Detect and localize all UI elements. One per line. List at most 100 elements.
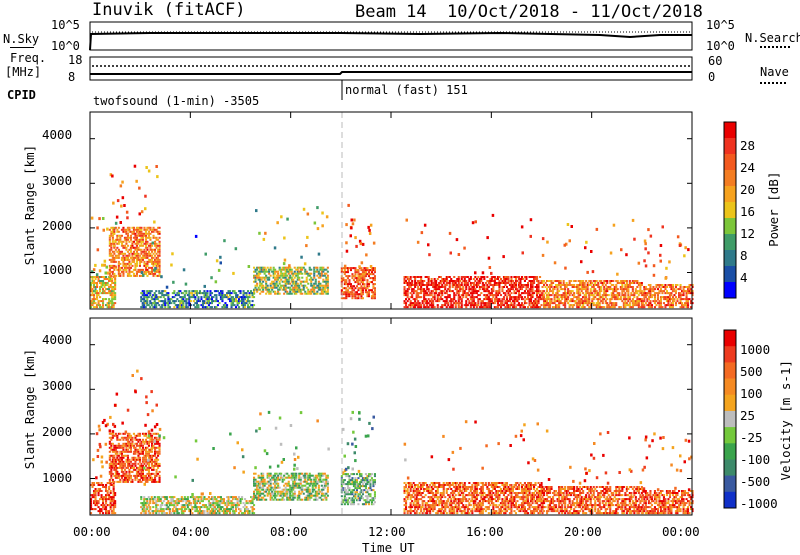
- echo-cell-sparse: [305, 244, 308, 247]
- echo-cell: [131, 255, 133, 257]
- echo-cell-sparse: [105, 424, 108, 427]
- echo-cell: [190, 504, 192, 506]
- echo-cell-sparse: [97, 248, 100, 251]
- echo-cell: [122, 261, 124, 263]
- echo-cell: [651, 306, 653, 308]
- echo-cell: [133, 433, 135, 435]
- echo-cell: [112, 255, 114, 257]
- echo-cell: [169, 510, 171, 512]
- echo-cell: [417, 294, 419, 296]
- echo-cell: [110, 469, 112, 471]
- echo-cell: [606, 280, 608, 282]
- echo-cell: [585, 296, 587, 298]
- echo-cell: [184, 510, 186, 512]
- echo-cell: [173, 504, 175, 506]
- echo-cell: [223, 498, 225, 500]
- echo-cell: [206, 306, 208, 308]
- echo-cell-sparse: [115, 222, 118, 225]
- echo-cell: [655, 304, 657, 306]
- echo-cell: [590, 288, 592, 290]
- echo-cell: [608, 294, 610, 296]
- echo-cell: [109, 239, 111, 241]
- echo-cell-sparse: [584, 246, 587, 249]
- echo-cell: [307, 289, 309, 291]
- echo-cell: [294, 277, 296, 279]
- echo-cell: [318, 271, 320, 273]
- echo-cell-sparse: [542, 254, 545, 257]
- echo-cell: [143, 304, 145, 306]
- echo-cell: [102, 280, 104, 282]
- echo-cell: [471, 294, 473, 296]
- echo-cell: [256, 283, 258, 285]
- echo-cell: [621, 284, 623, 286]
- echo-cell: [446, 300, 448, 302]
- echo-cell: [101, 494, 103, 496]
- echo-cell: [372, 273, 374, 275]
- echo-cell: [374, 269, 376, 271]
- echo-cell: [552, 290, 554, 292]
- echo-cell: [170, 512, 172, 514]
- echo-cell: [134, 461, 136, 463]
- echo-cell: [153, 231, 155, 233]
- echo-cell: [151, 435, 153, 437]
- echo-cell: [156, 475, 158, 477]
- echo-cell: [98, 500, 100, 502]
- echo-cell: [268, 289, 270, 291]
- echo-cell: [527, 286, 529, 288]
- echo-cell: [122, 241, 124, 243]
- echo-cell: [247, 508, 249, 510]
- echo-cell-sparse: [112, 423, 115, 426]
- echo-cell-sparse: [367, 226, 370, 229]
- echo-cell: [327, 287, 329, 289]
- echo-cell: [279, 267, 281, 269]
- echo-cell-sparse: [134, 390, 137, 393]
- echo-cell: [578, 286, 580, 288]
- echo-cell: [538, 288, 540, 290]
- echo-cell: [492, 290, 494, 292]
- echo-cell: [184, 294, 186, 296]
- echo-cell: [139, 479, 141, 481]
- echo-cell: [146, 447, 148, 449]
- echo-cell: [489, 282, 491, 284]
- echo-cell: [108, 304, 110, 306]
- echo-cell: [283, 293, 285, 295]
- echo-cell: [641, 282, 643, 284]
- echo-cell: [262, 291, 264, 293]
- echo-cell: [154, 496, 156, 498]
- echo-cell: [159, 245, 161, 247]
- echo-cell: [304, 285, 306, 287]
- echo-cell: [211, 302, 213, 304]
- echo-cell: [683, 306, 685, 308]
- echo-cell: [479, 282, 481, 284]
- echo-cell: [295, 281, 297, 283]
- echo-cell-sparse: [355, 245, 358, 248]
- echo-cell-sparse: [653, 274, 656, 277]
- echo-cell: [624, 292, 626, 294]
- echo-cell: [151, 271, 153, 273]
- echo-cell: [128, 253, 130, 255]
- echo-cell: [558, 304, 560, 306]
- echo-cell: [92, 486, 94, 488]
- echo-cell: [348, 295, 350, 297]
- echo-cell: [518, 276, 520, 278]
- echo-cell: [542, 282, 544, 284]
- echo-cell: [95, 508, 97, 510]
- echo-cell: [159, 267, 161, 269]
- echo-cell: [468, 286, 470, 288]
- echo-cell-sparse: [490, 272, 493, 275]
- echo-cell: [140, 229, 142, 231]
- echo-cell: [244, 304, 246, 306]
- echo-cell: [146, 294, 148, 296]
- echo-cell: [368, 291, 370, 293]
- echo-cell-sparse: [687, 248, 690, 251]
- echo-cell: [95, 496, 97, 498]
- echo-cell-sparse: [596, 228, 599, 231]
- echo-cell: [203, 510, 205, 512]
- echo-cell: [549, 306, 551, 308]
- echo-cell: [324, 275, 326, 277]
- echo-cell: [264, 273, 266, 275]
- echo-cell-sparse: [216, 259, 219, 262]
- echo-cell: [327, 281, 329, 283]
- echo-cell: [95, 494, 97, 496]
- echo-cell: [208, 296, 210, 298]
